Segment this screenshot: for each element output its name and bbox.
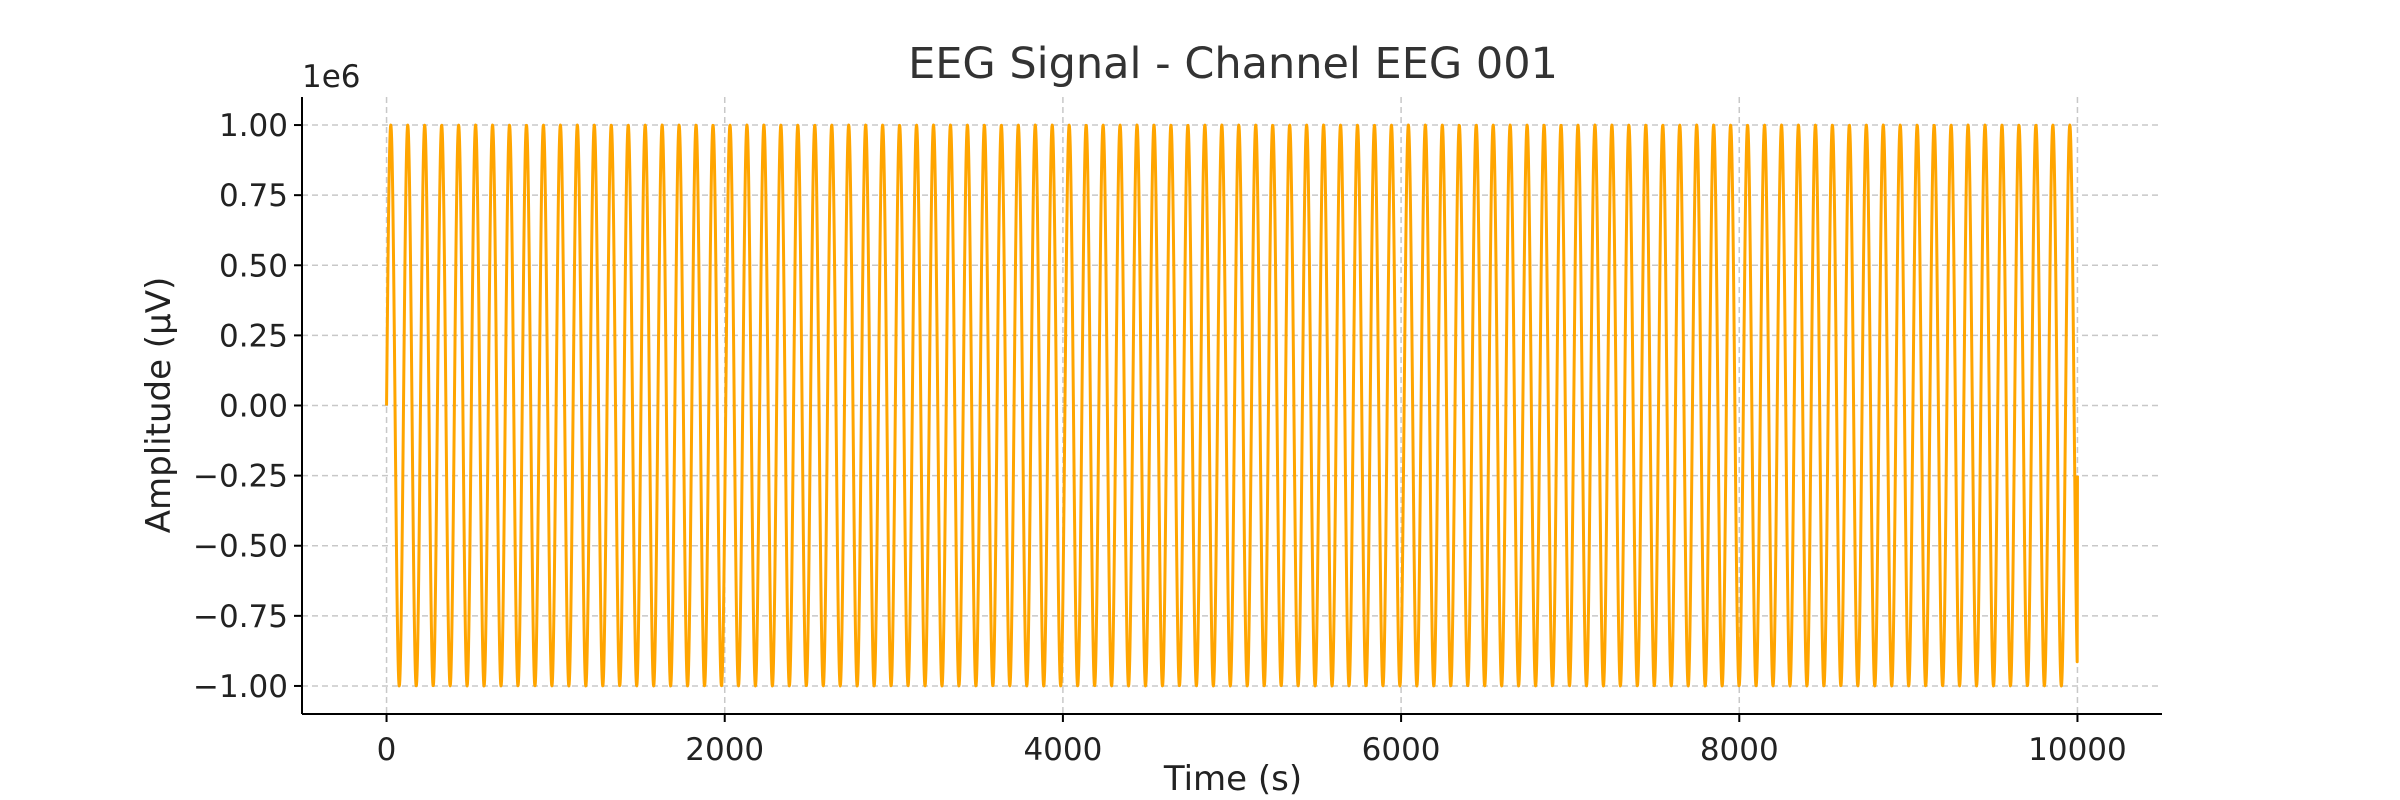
y-tick-label: −0.75 (193, 599, 288, 635)
y-tick-label: 0.25 (219, 318, 288, 354)
x-tick-label: 0 (377, 732, 397, 768)
y-tick-label: 0.00 (219, 389, 288, 425)
y-tick-label: 1.00 (219, 108, 288, 144)
y-axis-title: Amplitude (µV) (139, 277, 179, 533)
x-tick-label: 8000 (1700, 732, 1779, 768)
series-line-0 (385, 123, 2079, 688)
chart-title: EEG Signal - Channel EEG 001 (908, 39, 1558, 89)
y-tick-label: 0.50 (219, 248, 288, 284)
series-layer (385, 123, 2079, 688)
y-tick-label: −0.25 (193, 459, 288, 495)
ticks-layer: 0 2000 4000 6000 8000 10000 1.00 0.75 0.50 0.25 0.… (193, 108, 2127, 768)
y-tick-label: −0.50 (193, 529, 288, 565)
x-tick-label: 4000 (1023, 732, 1102, 768)
x-tick-label: 6000 (1362, 732, 1441, 768)
x-axis-title: Time (s) (1163, 759, 1302, 799)
x-tick-label: 10000 (2028, 732, 2127, 768)
y-tick-label: −1.00 (193, 669, 288, 705)
x-tick-label: 2000 (685, 732, 764, 768)
y-axis-offset-label: 1e6 (302, 59, 361, 95)
y-tick-label: 0.75 (219, 178, 288, 214)
